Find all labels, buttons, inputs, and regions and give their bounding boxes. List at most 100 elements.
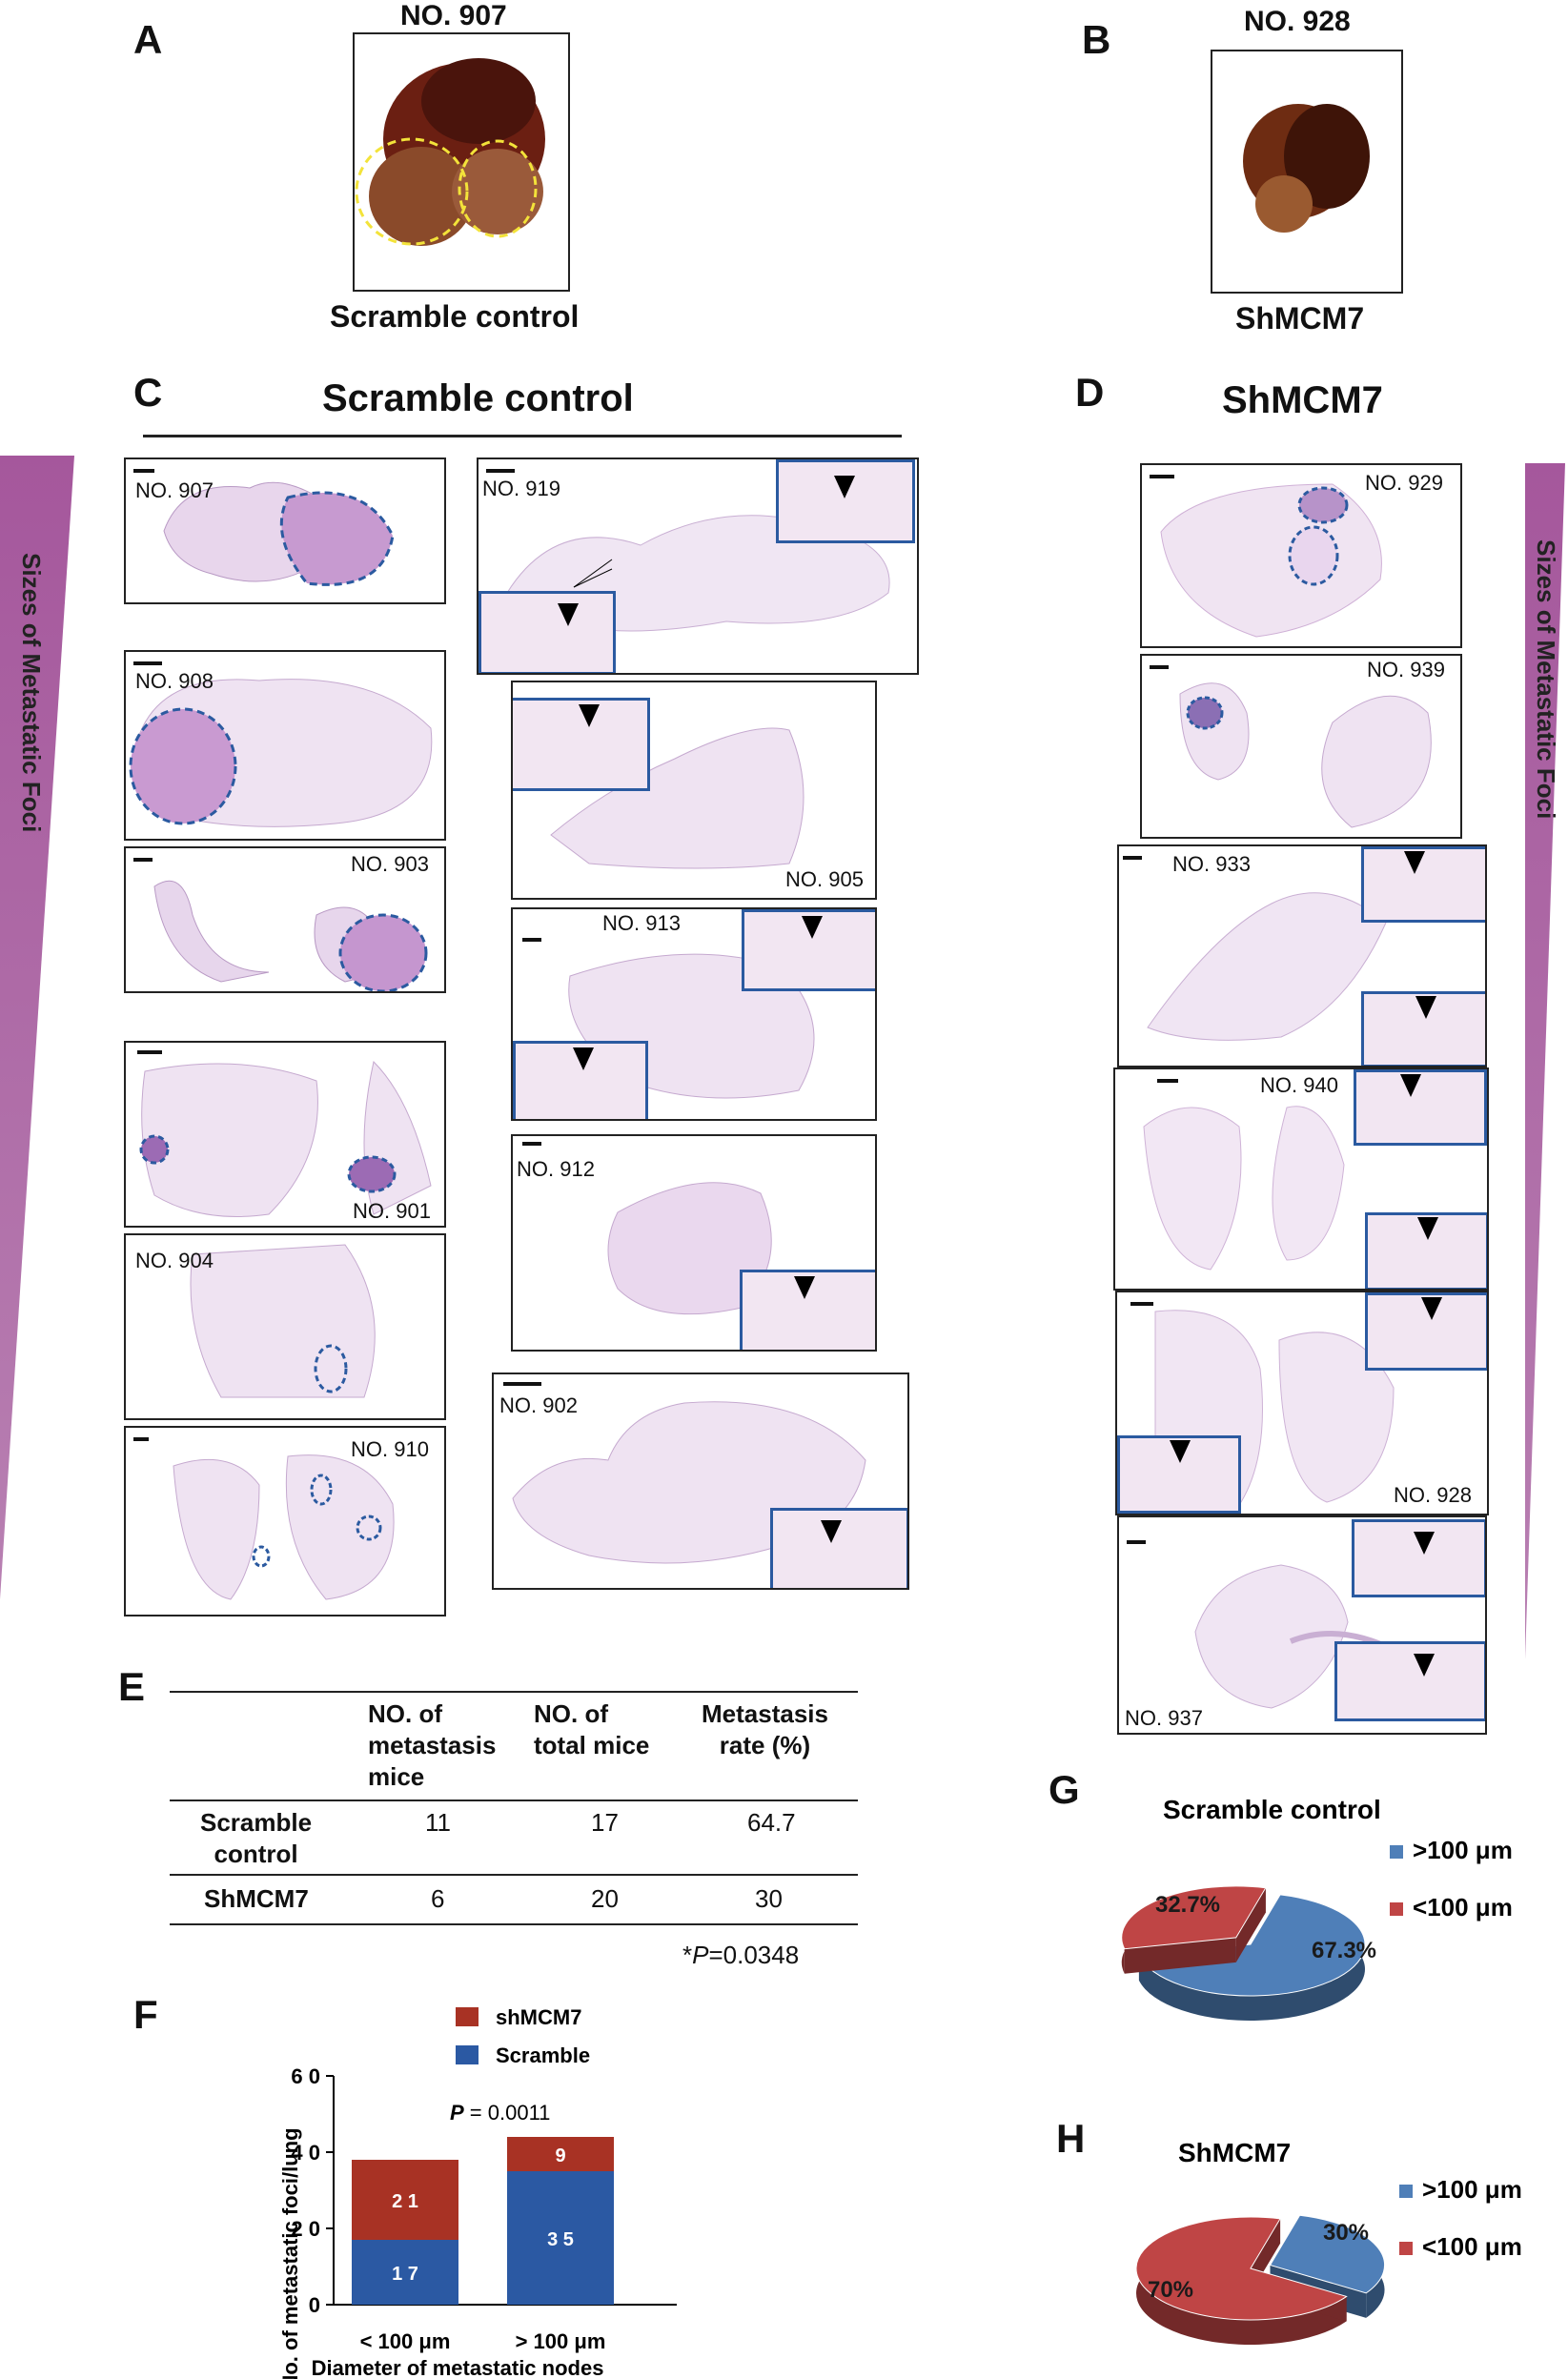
legend-swatch: [1399, 2185, 1413, 2198]
legend-label: Scramble: [496, 2044, 590, 2067]
scale-bar: [486, 469, 515, 473]
arrowhead-icon: [579, 704, 600, 727]
x-axis-label: Diameter of metastatic nodes: [312, 2356, 604, 2379]
inset-micrograph: [742, 909, 875, 991]
inset-micrograph: [1365, 1292, 1487, 1371]
slide-label: NO. 912: [517, 1157, 595, 1181]
legend-label: >100 μm: [1413, 1836, 1513, 1864]
slide-label: NO. 919: [482, 477, 560, 500]
scale-bar: [1123, 856, 1142, 860]
x-tick-label: < 100 μm: [360, 2329, 451, 2353]
inset-micrograph: [740, 1270, 875, 1350]
table-cell: 11: [425, 1808, 451, 1837]
arrowhead-icon: [1400, 1074, 1421, 1097]
slide-label: NO. 902: [499, 1393, 578, 1417]
legend-label: >100 μm: [1422, 2175, 1522, 2204]
table-top-rule: [170, 1691, 858, 1693]
inset-micrograph: [1334, 1641, 1485, 1721]
arrowhead-icon: [1415, 996, 1436, 1019]
slide-no-933: NO. 933: [1117, 844, 1487, 1068]
table-row-label-shmcm7: ShMCM7: [204, 1884, 309, 1913]
pie-slice: [1138, 1894, 1366, 1997]
scale-bar: [522, 938, 541, 942]
inset-micrograph: [776, 459, 915, 543]
slide-no-910: NO. 910: [124, 1426, 446, 1616]
y-tick-label: 0: [309, 2293, 320, 2317]
inset-micrograph: [1361, 991, 1485, 1066]
panel-letter-g: G: [1049, 1767, 1080, 1812]
slide-label: NO. 901: [353, 1199, 431, 1223]
arrowhead-icon: [1170, 1440, 1191, 1463]
panel-a-title: NO. 907: [400, 0, 507, 31]
arrowhead-icon: [1421, 1297, 1442, 1320]
arrowhead-icon: [834, 476, 855, 498]
slide-label: NO. 908: [135, 669, 214, 693]
pie-title: ShMCM7: [1178, 2138, 1291, 2167]
arrowhead-icon: [573, 1047, 594, 1070]
panel-letter-f: F: [133, 1992, 158, 2037]
lung-photo-scramble: [353, 32, 570, 292]
table-cell: 30: [755, 1884, 783, 1913]
pie-chart-shmcm7: ShMCM7 30% 70% >100 μm <100 μm: [1135, 2138, 1522, 2345]
legend-swatch: [1390, 1845, 1403, 1859]
slide-no-919: NO. 919: [477, 458, 919, 675]
arrowhead-icon: [802, 916, 823, 939]
scale-bar: [1127, 1540, 1146, 1544]
size-gradient-wedge-left: [0, 456, 74, 1599]
bar-value-label: 9: [555, 2145, 565, 2166]
scale-bar: [1157, 1079, 1178, 1083]
panel-letter-h: H: [1056, 2116, 1086, 2161]
inset-micrograph: [513, 1041, 648, 1119]
arrowhead-icon: [1414, 1532, 1435, 1555]
x-tick-label: > 100 μm: [516, 2329, 606, 2353]
scale-bar: [137, 1050, 162, 1054]
slide-label: NO. 913: [602, 911, 681, 935]
bar-segment: [352, 2160, 458, 2240]
panel-d-title: ShMCM7: [1222, 379, 1383, 421]
inset-micrograph: [1354, 1069, 1487, 1146]
y-axis-label: No. of metastatic foci/lung: [278, 2127, 302, 2379]
slide-no-902: NO. 902: [492, 1372, 909, 1590]
panel-b-title: NO. 928: [1244, 6, 1351, 37]
pie-slice: [1135, 2216, 1348, 2321]
scale-bar: [1130, 1302, 1153, 1306]
pie-value-label: 70%: [1148, 2277, 1193, 2303]
legend-label: <100 μm: [1422, 2232, 1522, 2261]
scale-bar: [133, 858, 153, 862]
bar-value-label: 2 1: [392, 2191, 418, 2212]
panel-letter-b: B: [1082, 17, 1111, 62]
panel-letter-d: D: [1075, 370, 1105, 415]
arrowhead-icon: [821, 1520, 842, 1543]
slide-no-907: NO. 907: [124, 458, 446, 604]
slide-label: NO. 928: [1394, 1483, 1472, 1507]
slide-label: NO. 907: [135, 478, 214, 502]
bar-value-label: 1 7: [392, 2264, 418, 2285]
scale-bar: [522, 1142, 541, 1146]
bar-segment: [352, 2240, 458, 2305]
bar-value-label: 3 5: [547, 2229, 574, 2250]
panel-letter-e: E: [118, 1664, 146, 1709]
slide-no-939: NO. 939: [1140, 654, 1462, 839]
bar-segment: [507, 2171, 614, 2305]
pie-slice: [1121, 1885, 1267, 1950]
legend-swatch: [1399, 2242, 1413, 2255]
slide-no-937: NO. 937: [1117, 1515, 1487, 1735]
arrowhead-icon: [558, 603, 579, 626]
scale-bar: [1150, 665, 1169, 669]
side-label-right: Sizes of Metastatic Foci: [1532, 539, 1560, 820]
table-header-total-mice: NO. of total mice: [534, 1699, 650, 1759]
table-cell: 64.7: [747, 1808, 796, 1837]
slide-label: NO. 937: [1125, 1706, 1203, 1730]
inset-micrograph: [1365, 1212, 1487, 1289]
side-label-left: Sizes of Metastatic Foci: [17, 553, 46, 833]
pie-slice-edge: [1235, 1887, 1266, 1962]
slide-no-940: NO. 940: [1113, 1068, 1489, 1291]
pie-slice: [1269, 2214, 1385, 2294]
panel-b-caption: ShMCM7: [1235, 301, 1365, 336]
slide-no-908: NO. 908: [124, 650, 446, 841]
inset-micrograph: [513, 698, 650, 791]
slide-label: NO. 940: [1260, 1073, 1338, 1097]
table-cell: 20: [591, 1884, 619, 1913]
legend-label: <100 μm: [1413, 1893, 1513, 1922]
y-tick-label: 4 0: [291, 2141, 320, 2165]
